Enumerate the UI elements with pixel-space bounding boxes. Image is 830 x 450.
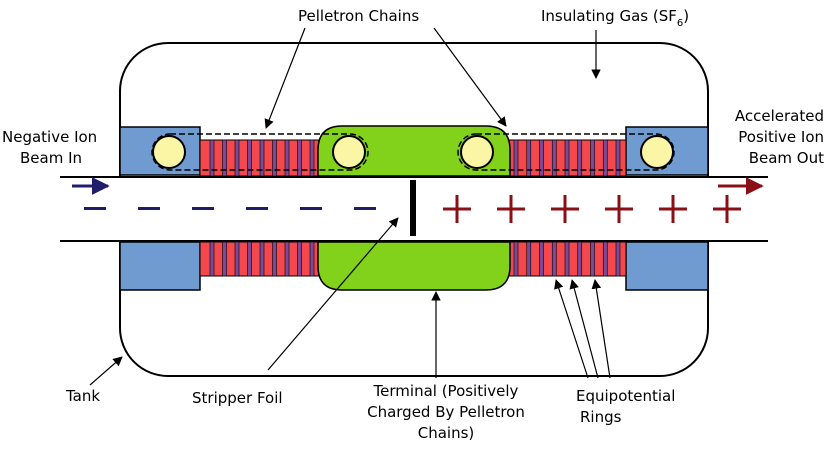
equipotential-ring (247, 241, 252, 277)
svg-text:Negative Ion: Negative Ion (2, 128, 97, 146)
negative-charge-mark (300, 207, 322, 210)
equipotential-ring (602, 241, 608, 277)
stripper-foil-label: Stripper Foil (192, 389, 283, 407)
svg-text:Beam In: Beam In (20, 149, 82, 167)
positive-charge-mark (455, 195, 459, 223)
equipotential-rings (209, 139, 621, 277)
equipotential-ring (259, 241, 265, 277)
svg-text:Rings: Rings (580, 408, 622, 426)
callout-arrows (89, 27, 611, 386)
equipotential-ring (222, 241, 227, 277)
equipotential-rings-label: Equipotential Rings (576, 387, 675, 426)
svg-text:Beam Out: Beam Out (749, 149, 824, 167)
terminal-label: Terminal (Positively Charged By Pelletro… (367, 382, 525, 442)
stripper-foil (410, 180, 416, 236)
negative-charge-mark (192, 207, 214, 210)
pulley-right-outer (640, 135, 674, 169)
positive-charge-marks (443, 195, 741, 223)
positive-charge-mark (563, 195, 567, 223)
equipotential-ring (590, 241, 595, 277)
tank-label: Tank (65, 387, 100, 405)
pulley-left-outer (152, 135, 186, 169)
svg-text:Positive Ion: Positive Ion (738, 128, 824, 146)
equipotential-ring (234, 241, 240, 277)
equipotential-ring (615, 241, 621, 277)
equipotential-ring (284, 241, 290, 277)
svg-text:Equipotential: Equipotential (576, 387, 675, 405)
svg-text:Terminal (Positively: Terminal (Positively (373, 382, 519, 400)
equipotential-ring (309, 241, 315, 277)
equipotential-ring (551, 241, 557, 277)
pulleys (152, 135, 674, 169)
equipotential-ring (297, 241, 302, 277)
positive-charge-mark (671, 195, 675, 223)
accelerated-beam-label: Accelerated Positive Ion Beam Out (735, 107, 824, 167)
pulley-left-inner (332, 135, 366, 169)
terminal (317, 125, 511, 291)
positive-charge-mark (725, 195, 729, 223)
negative-charge-mark (138, 207, 160, 210)
insulating-gas-label: Insulating Gas (SF6) (541, 7, 689, 29)
pelletron-chains-label: Pelletron Chains (298, 7, 419, 25)
equipotential-ring (272, 241, 277, 277)
negative-charge-mark (84, 207, 106, 210)
svg-text:Charged By Pelletron: Charged By Pelletron (367, 403, 525, 421)
negative-charge-marks (84, 207, 376, 210)
positive-charge-mark (617, 195, 621, 223)
equipotential-ring (526, 241, 532, 277)
negative-charge-mark (354, 207, 376, 210)
negative-ion-beam-label: Negative Ion Beam In (2, 128, 97, 167)
equipotential-ring (564, 241, 570, 277)
positive-charge-mark (509, 195, 513, 223)
equipotential-ring (577, 241, 583, 277)
negative-charge-mark (246, 207, 268, 210)
equipotential-ring (539, 241, 544, 277)
pulley-right-inner (460, 135, 494, 169)
equipotential-ring (209, 241, 215, 277)
equipotential-ring (513, 241, 519, 277)
svg-text:Accelerated: Accelerated (735, 107, 824, 125)
svg-text:Chains): Chains) (418, 424, 475, 442)
